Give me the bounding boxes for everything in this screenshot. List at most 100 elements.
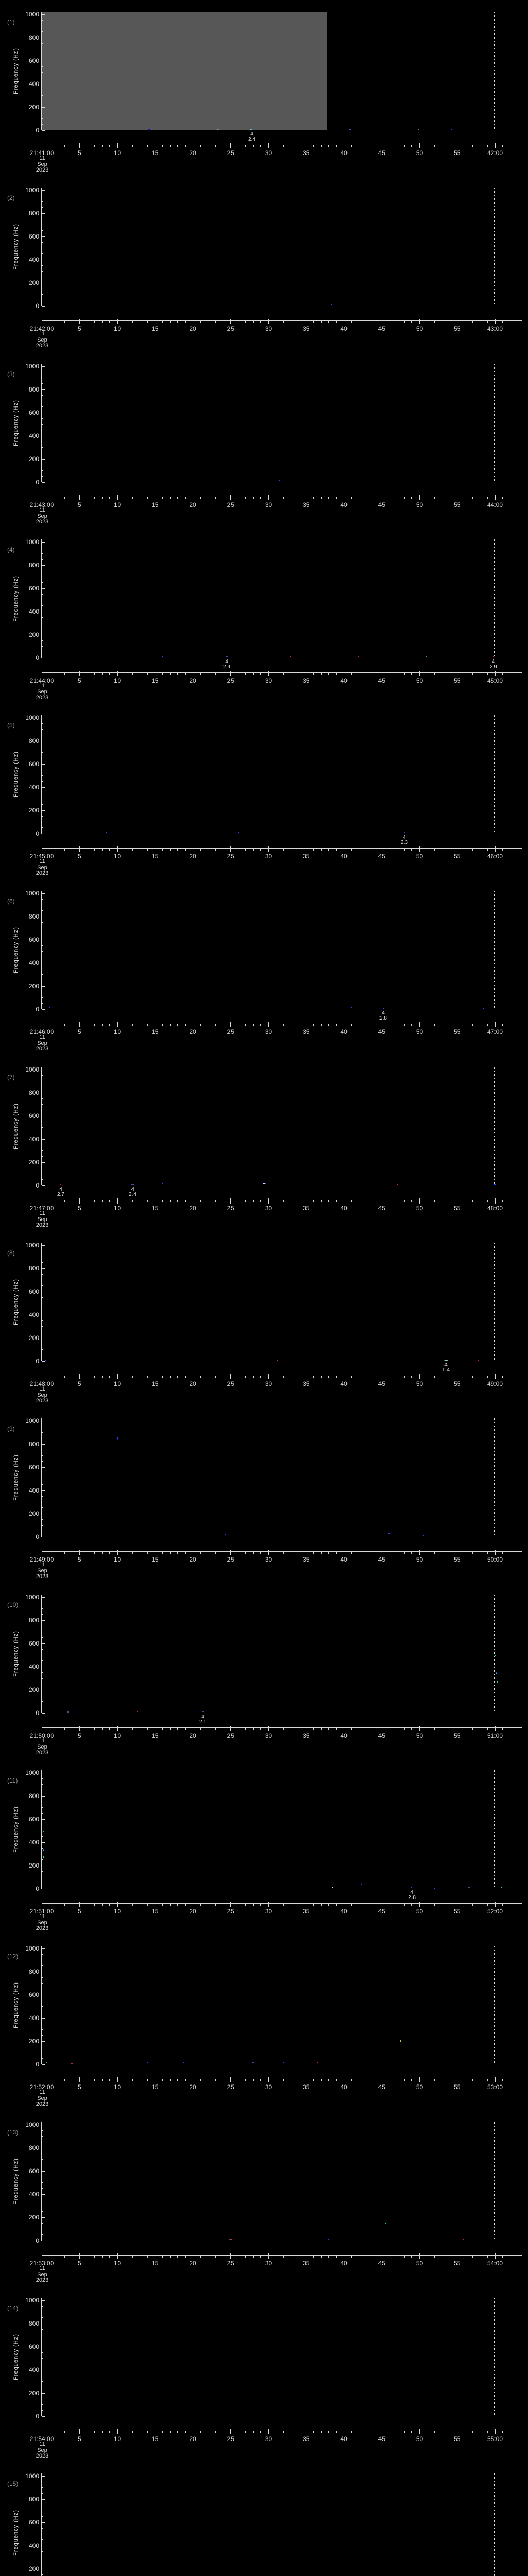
x-tick-label: 10	[113, 1028, 121, 1036]
x-minor-tick	[102, 497, 103, 499]
x-minor-tick	[328, 672, 329, 675]
x-minor-tick	[215, 1551, 216, 1554]
x-major-tick	[230, 1902, 231, 1907]
x-minor-tick	[253, 1903, 254, 1906]
x-tick-label: 45	[378, 1908, 385, 1915]
date-line: 11	[39, 1034, 45, 1040]
y-tick-label: 0	[36, 2237, 39, 2244]
x-minor-tick	[170, 1024, 171, 1026]
x-tick-label: 10	[113, 1908, 121, 1915]
y-tick-label: 0	[36, 830, 39, 837]
x-minor-tick	[411, 1200, 412, 1202]
x-minor-tick	[434, 848, 435, 851]
x-minor-tick	[502, 2079, 503, 2081]
y-major-tick	[42, 236, 45, 237]
y-minor-tick	[42, 271, 43, 272]
x-minor-tick	[170, 672, 171, 675]
annotation-value: 2.8	[408, 1895, 416, 1901]
x-tick-label: 20	[189, 325, 196, 332]
y-axis-line	[41, 539, 42, 658]
x-tick-label: 25	[227, 1205, 234, 1212]
x-tick-label: 15	[152, 325, 159, 332]
x-minor-tick	[253, 2255, 254, 2258]
detection-cell	[148, 129, 150, 130]
panel-index-label: (14)	[7, 2304, 19, 2312]
detection-mark	[67, 1711, 69, 1713]
y-tick-label: 0	[36, 1885, 39, 1892]
y-minor-tick	[42, 418, 43, 419]
y-axis-line	[41, 1770, 42, 1889]
x-minor-tick	[215, 1376, 216, 1378]
x-tick-label: 55	[454, 149, 461, 157]
x-major-tick	[230, 671, 231, 676]
x-minor-tick	[253, 672, 254, 675]
y-major-tick	[42, 2499, 45, 2500]
detection-mark	[283, 2062, 284, 2063]
x-minor-tick	[200, 1200, 201, 1202]
detection-mark	[388, 1533, 390, 1534]
x-minor-tick	[283, 2079, 284, 2081]
y-minor-tick	[42, 827, 43, 828]
x-minor-tick	[170, 2079, 171, 2081]
x-minor-tick	[434, 1200, 435, 1202]
x-major-tick	[419, 1726, 420, 1731]
x-major-tick	[79, 1374, 80, 1379]
y-tick-label: 0	[36, 2061, 39, 2068]
x-tick-label: 45	[378, 1556, 385, 1563]
x-tick-label: 40	[340, 1205, 348, 1212]
x-minor-tick	[102, 848, 103, 851]
x-minor-tick	[185, 320, 186, 323]
x-minor-tick	[94, 2431, 95, 2433]
y-minor-tick	[42, 2159, 43, 2160]
x-minor-tick	[321, 848, 322, 851]
x-major-tick	[117, 143, 118, 148]
x-minor-tick	[487, 145, 488, 147]
y-tick-label: 800	[28, 1792, 39, 1800]
date-label: 11 Sep 2023	[30, 507, 55, 526]
detection-mark	[279, 480, 280, 481]
panel-index-label: (12)	[7, 1953, 19, 1960]
x-minor-tick	[321, 1551, 322, 1554]
date-line: Sep	[37, 688, 47, 695]
x-minor-tick	[64, 2079, 65, 2081]
x-major-tick	[419, 1374, 420, 1379]
detection-cell	[351, 1007, 352, 1008]
x-minor-tick	[215, 1024, 216, 1026]
date-line: Sep	[37, 1040, 47, 1046]
x-tick-label: 10	[113, 2083, 121, 2091]
x-tick-label: 30	[265, 1556, 272, 1563]
detection-cell	[331, 304, 332, 305]
y-tick-label: 1000	[25, 363, 39, 370]
y-major-tick	[42, 1467, 45, 1468]
x-minor-tick	[472, 848, 473, 851]
x-major-tick	[117, 1726, 118, 1731]
x-major-tick	[268, 1726, 269, 1731]
detection-cell	[444, 1360, 446, 1361]
y-tick-label: 200	[28, 982, 39, 990]
detection-cell	[203, 1711, 204, 1712]
x-tick-label: 5	[77, 325, 81, 332]
x-minor-tick	[147, 1024, 148, 1026]
x-tick-label: 30	[265, 149, 272, 157]
y-tick-label: 400	[28, 784, 39, 791]
x-minor-tick	[185, 497, 186, 499]
x-minor-tick	[162, 2431, 163, 2433]
x-tick-label: 21:45:00	[29, 853, 54, 860]
date-line: 11	[39, 1913, 45, 1920]
y-major-tick	[42, 2416, 45, 2417]
x-minor-tick	[132, 1903, 133, 1906]
x-minor-tick	[404, 1903, 405, 1906]
y-tick-label: 0	[36, 479, 39, 486]
x-tick-label: 25	[227, 325, 234, 332]
x-minor-tick	[328, 1551, 329, 1554]
y-major-tick	[42, 190, 45, 191]
y-minor-tick	[42, 2329, 43, 2330]
x-minor-tick	[200, 1551, 201, 1554]
x-tick-label: 25	[227, 2260, 234, 2267]
detection-cell	[349, 129, 350, 130]
x-minor-tick	[502, 1903, 503, 1906]
detection-cell	[117, 1437, 118, 1438]
x-major-tick	[494, 1198, 496, 1204]
x-major-tick	[117, 671, 118, 676]
x-minor-tick	[177, 2431, 178, 2433]
